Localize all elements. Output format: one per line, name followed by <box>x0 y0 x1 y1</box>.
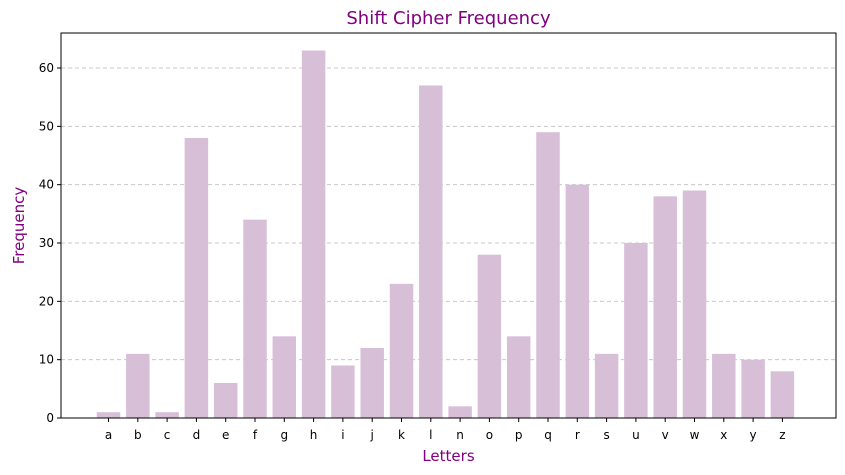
y-tick-label: 50 <box>39 119 54 133</box>
bar-p <box>506 336 531 418</box>
bar-y <box>741 359 765 418</box>
grid-layer <box>61 67 836 361</box>
bar-w <box>682 190 707 418</box>
x-tick-label-z: z <box>779 428 785 442</box>
y-tick-label: 40 <box>39 178 54 192</box>
plot-frame <box>60 32 837 419</box>
y-tick-label: 0 <box>46 411 54 425</box>
x-tick-label-d: d <box>193 428 201 442</box>
x-tick-label-o: o <box>486 428 493 442</box>
x-tick-label-b: b <box>134 428 142 442</box>
bar-d <box>184 138 209 418</box>
bar-j <box>360 348 384 418</box>
x-tick-label-x: x <box>720 428 727 442</box>
y-tick-label: 20 <box>39 294 54 308</box>
x-tick-label-g: g <box>280 428 288 442</box>
x-tick-label-q: q <box>544 428 552 442</box>
bar-g <box>272 336 297 418</box>
bar-i <box>331 365 355 418</box>
x-tick-label-v: v <box>662 428 669 442</box>
y-tick-label: 10 <box>39 353 54 367</box>
x-tick-label-l: l <box>429 428 432 442</box>
x-axis-label: Letters <box>422 447 474 465</box>
x-tick-label-j: j <box>370 428 374 442</box>
x-tick-label-s: s <box>603 428 609 442</box>
bar-c <box>155 412 179 418</box>
bar-r <box>565 184 590 418</box>
bar-k <box>389 283 414 418</box>
bar-x <box>712 353 736 418</box>
x-tick-label-c: c <box>164 428 171 442</box>
x-tick-label-n: n <box>456 428 464 442</box>
y-tick-label: 60 <box>39 61 54 75</box>
x-tick-label-a: a <box>105 428 112 442</box>
x-tick-label-w: w <box>690 428 700 442</box>
x-tick-label-f: f <box>253 428 258 442</box>
tick-layer: 0 10 20 30 40 50 60 a b c d e f g h i j k l n o p q r s u v w x y z <box>39 61 786 442</box>
bar-f <box>243 219 267 418</box>
x-tick-label-h: h <box>310 428 318 442</box>
bar-layer <box>96 50 795 418</box>
x-tick-label-e: e <box>222 428 229 442</box>
x-tick-label-r: r <box>575 428 580 442</box>
chart-title: Shift Cipher Frequency <box>346 8 551 29</box>
x-tick-label-k: k <box>398 428 405 442</box>
bar-o <box>477 254 502 418</box>
bar-l <box>419 85 443 418</box>
bar-u <box>624 243 648 418</box>
bar-h <box>301 50 326 418</box>
bar-n <box>448 406 472 418</box>
bar-s <box>594 353 619 418</box>
bar-v <box>653 196 677 418</box>
x-tick-label-u: u <box>632 428 640 442</box>
bar-q <box>536 132 560 418</box>
bar-z <box>770 371 795 418</box>
bar-b <box>126 353 150 418</box>
bar-a <box>96 412 121 418</box>
bar-e <box>213 383 238 418</box>
x-tick-label-y: y <box>750 428 757 442</box>
x-tick-label-p: p <box>515 428 523 442</box>
y-tick-label: 30 <box>39 236 54 250</box>
x-tick-label-i: i <box>341 428 344 442</box>
y-axis-label: Frequency <box>10 187 28 265</box>
